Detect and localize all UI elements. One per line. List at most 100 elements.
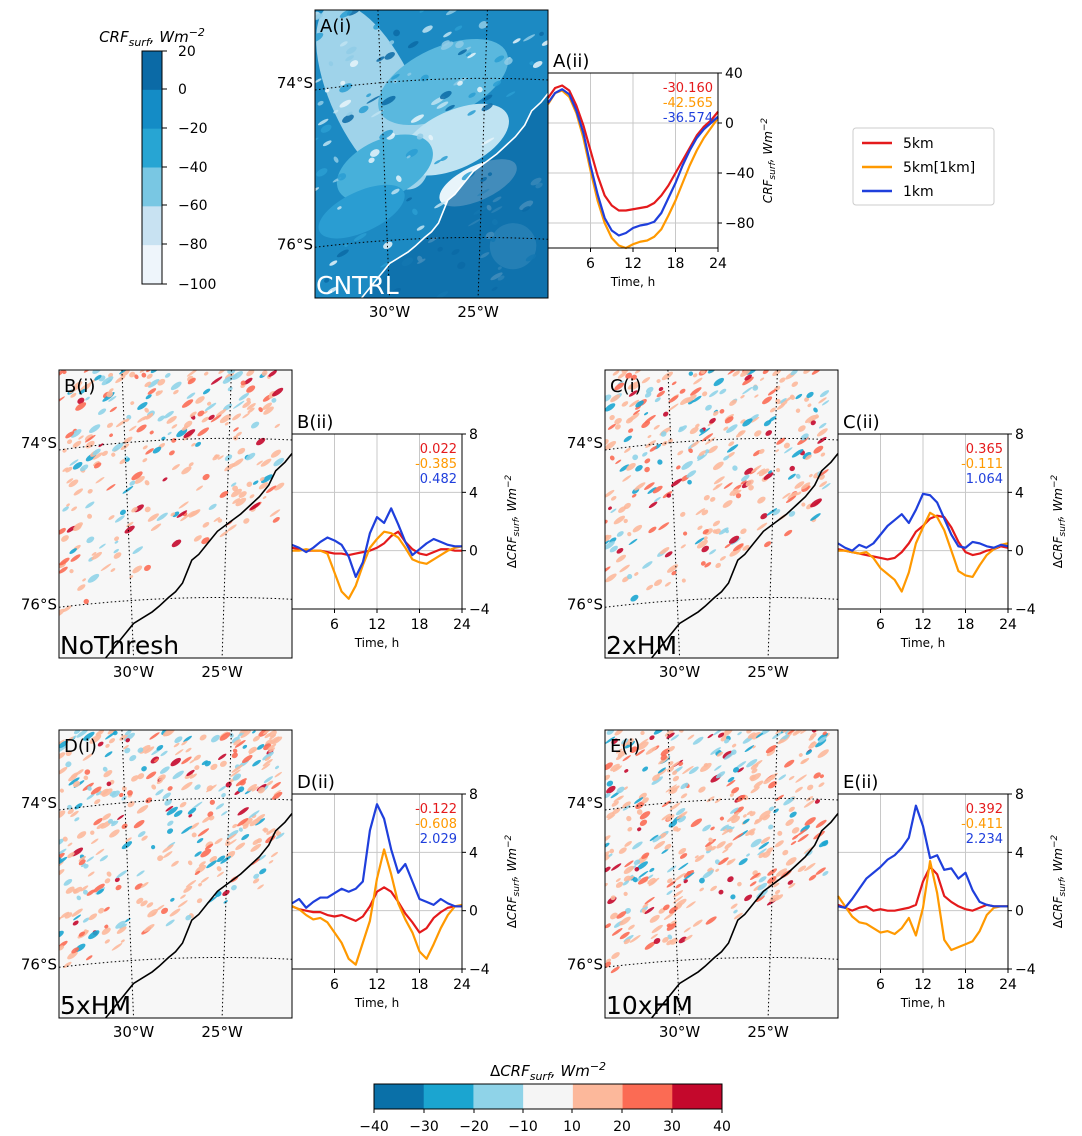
diff-blob — [140, 900, 148, 907]
diff-blob — [687, 399, 694, 405]
diff-blob — [246, 397, 251, 403]
diff-blob — [119, 458, 127, 465]
diff-blob — [209, 799, 215, 805]
diff-blob — [69, 459, 79, 466]
diff-blob — [757, 882, 768, 891]
diff-blob — [121, 796, 127, 801]
map-run-label: 10xHM — [606, 991, 693, 1020]
diff-blob — [782, 849, 789, 856]
diff-blob — [212, 454, 220, 461]
diff-blob — [611, 738, 619, 745]
diff-blob — [87, 513, 93, 519]
diff-blob — [131, 471, 143, 481]
diff-blob — [731, 815, 741, 824]
diff-blob — [101, 813, 112, 821]
diff-blob — [722, 500, 733, 508]
diff-blob — [225, 841, 231, 847]
diff-blob — [733, 543, 744, 552]
diff-blob — [274, 423, 281, 428]
diff-blob — [746, 853, 750, 857]
colorbar-top-tick-label: 0 — [178, 82, 187, 98]
diff-blob — [666, 865, 677, 873]
graticule — [605, 730, 838, 1018]
mean-annotation: -0.411 — [961, 817, 1003, 832]
diff-blob — [193, 535, 202, 542]
diff-blob — [157, 855, 164, 862]
cloud-blob — [346, 111, 353, 116]
diff-blob — [106, 871, 112, 877]
diff-blob — [669, 802, 681, 811]
diff-blob — [257, 744, 265, 750]
diff-blob — [65, 750, 72, 757]
diff-blob — [768, 470, 773, 474]
diff-blob — [158, 776, 165, 781]
diff-blob — [162, 844, 174, 853]
diff-blob — [143, 564, 151, 572]
diff-blob — [204, 371, 209, 376]
colorbar-top-tick-label: −40 — [178, 160, 208, 176]
diff-blob — [171, 860, 179, 867]
diff-blob — [181, 825, 193, 834]
diff-blob — [773, 882, 780, 888]
diff-blob — [215, 409, 227, 417]
diff-blob — [172, 770, 184, 780]
diff-blob — [619, 931, 630, 940]
diff-blob — [627, 827, 633, 832]
diff-blob — [185, 914, 192, 921]
diff-blob — [675, 807, 686, 816]
series-line — [291, 507, 462, 579]
colorbar-bottom: ΔCRFsurf, Wm−2 −40 −30 −20 −10 10 20 30 40 — [359, 1060, 731, 1135]
diff-blob — [809, 732, 817, 739]
diff-blob — [767, 876, 777, 884]
x-tick-label: 18 — [411, 617, 429, 633]
diff-blob — [647, 874, 654, 880]
diff-blob — [155, 390, 163, 396]
diff-blob — [777, 830, 783, 836]
diff-blob — [605, 792, 611, 799]
diff-blob — [87, 871, 95, 877]
cloud-blob — [339, 10, 353, 18]
diff-blob — [715, 771, 726, 779]
diff-blob — [96, 888, 105, 895]
diff-blob — [805, 749, 813, 755]
diff-blob — [65, 761, 72, 768]
x-tick-label: 6 — [586, 256, 595, 272]
diff-blob — [181, 425, 189, 431]
diff-blob — [252, 735, 261, 742]
diff-blob — [70, 392, 77, 398]
diff-blob — [106, 483, 116, 491]
graticule — [605, 370, 838, 658]
colorbar-top-box — [142, 245, 162, 285]
diff-blob — [768, 806, 775, 812]
diff-blob — [609, 414, 615, 421]
cloud-blob — [440, 41, 454, 50]
diff-blob — [646, 584, 654, 591]
map-field — [605, 730, 838, 1018]
diff-blob — [238, 827, 243, 832]
diff-blob — [701, 433, 714, 442]
graticule-lon-25 — [477, 10, 488, 298]
diff-blob — [798, 753, 803, 757]
diff-blob — [788, 882, 796, 889]
diff-blob — [220, 856, 231, 864]
diff-blob — [161, 907, 169, 915]
diff-blob — [181, 399, 194, 408]
diff-blob — [66, 503, 70, 507]
y-tick-label: 8 — [469, 427, 478, 443]
legend-label: 1km — [903, 184, 934, 200]
diff-blob — [98, 907, 105, 914]
diff-blob — [207, 401, 212, 406]
map-background — [605, 370, 838, 658]
diff-blob — [659, 547, 670, 555]
diff-blob — [170, 757, 181, 767]
diff-blob — [661, 813, 671, 821]
cloud-blob — [512, 38, 521, 44]
diff-blob — [189, 773, 197, 779]
diff-blob — [243, 377, 253, 385]
diff-blob — [102, 766, 108, 772]
diff-blob — [712, 520, 721, 527]
diff-blob — [115, 920, 126, 929]
diff-blob — [735, 761, 747, 769]
diff-blob — [649, 735, 655, 741]
diff-blob — [808, 874, 817, 881]
